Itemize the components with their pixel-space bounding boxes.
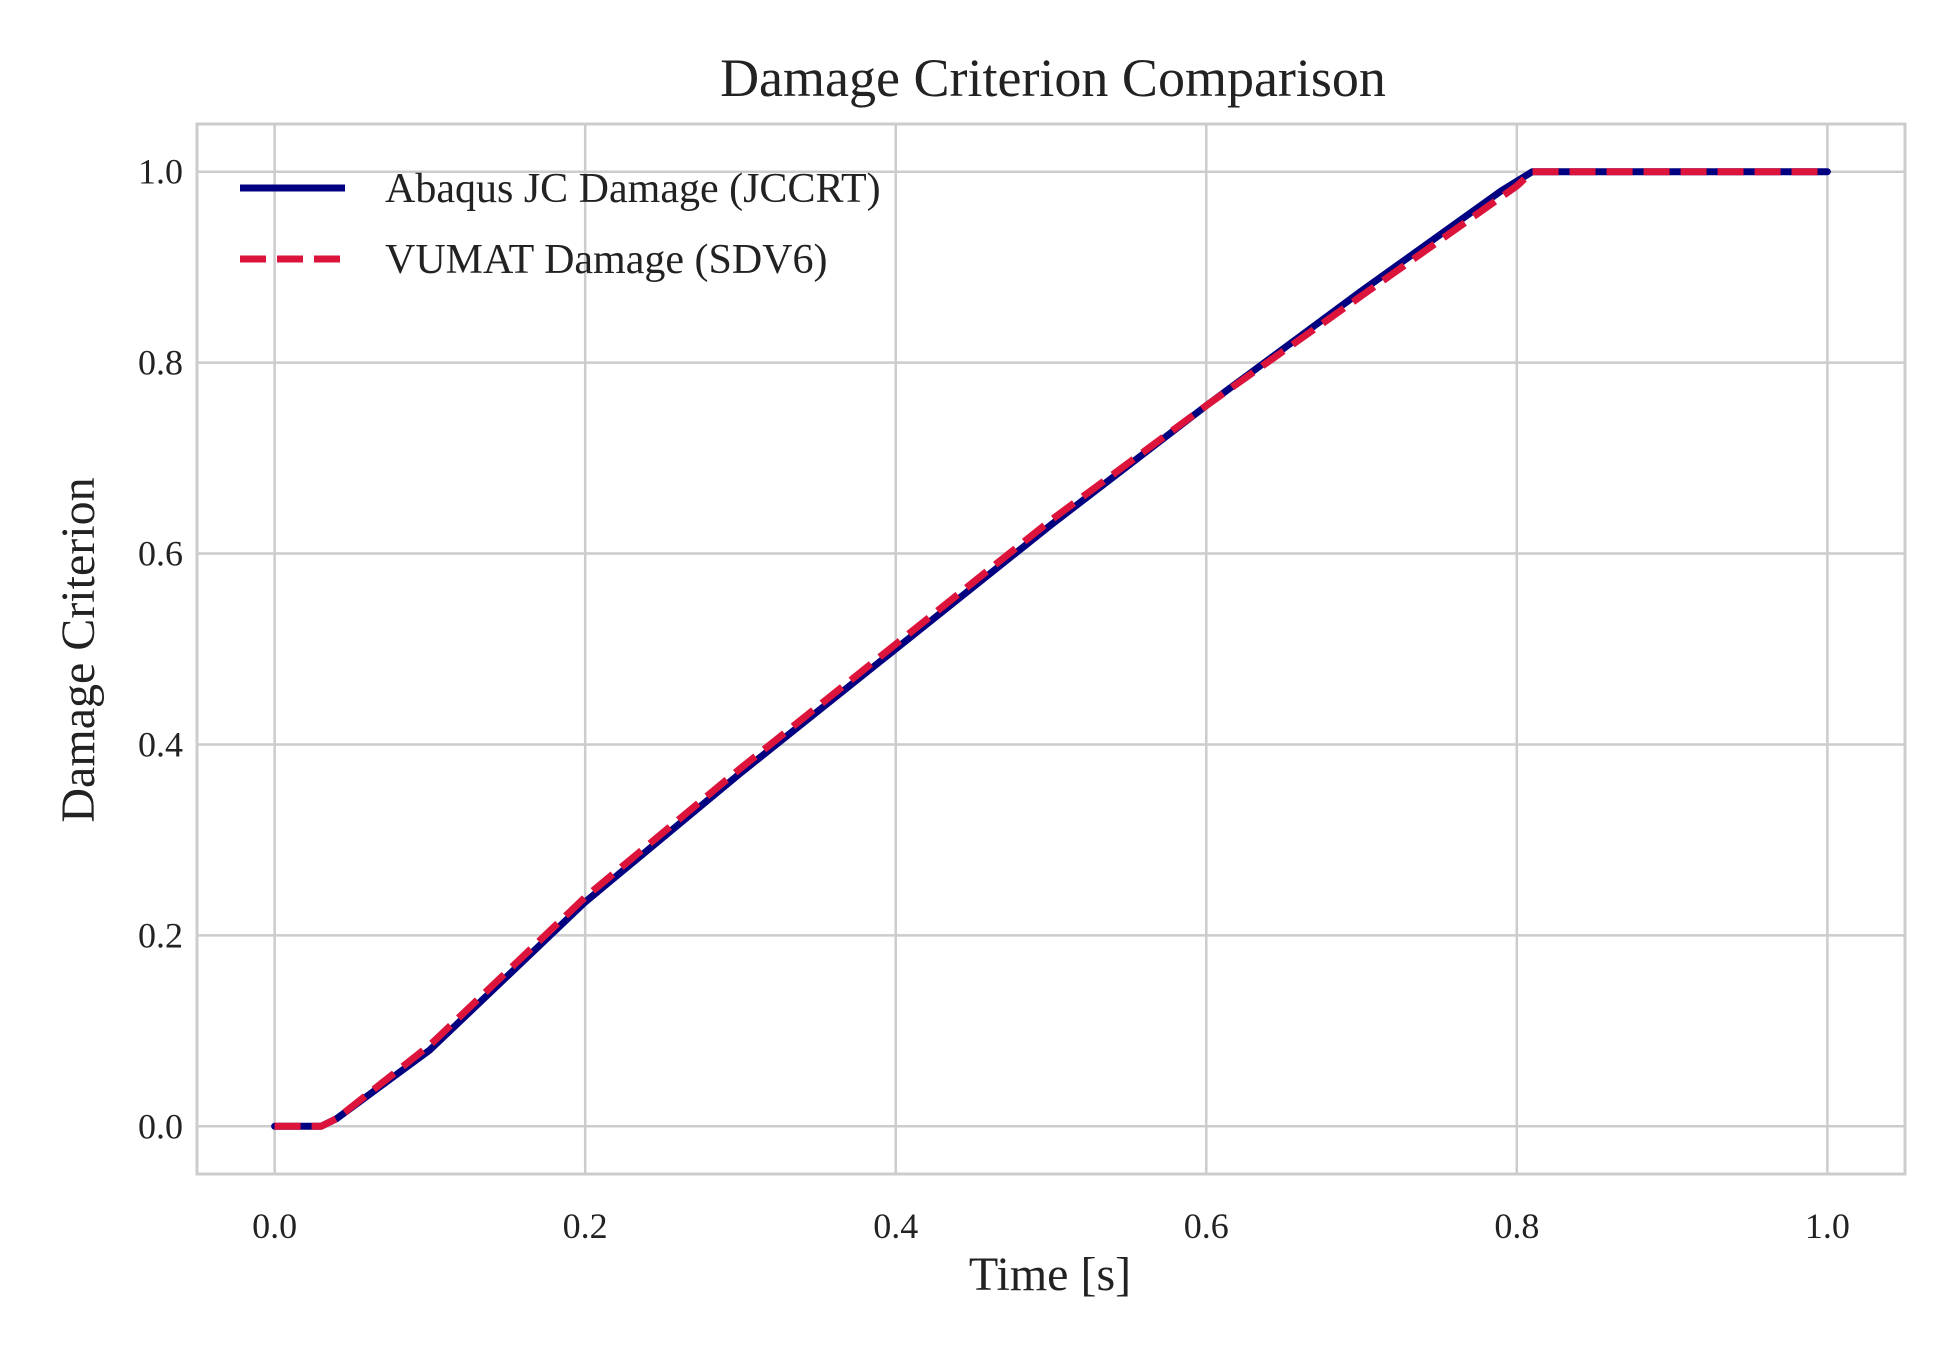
- y-tick-label: 0.6: [138, 534, 183, 574]
- x-tick-labels: 0.0 0.2 0.4 0.6 0.8 1.0: [252, 1206, 1850, 1246]
- y-tick-label: 1.0: [138, 152, 183, 192]
- x-tick-label: 1.0: [1805, 1206, 1850, 1246]
- series-group: [271, 168, 1831, 1130]
- abaqus-damage-line: [271, 168, 1831, 1130]
- y-axis-label: Damage Criterion: [52, 477, 105, 822]
- grid: [197, 124, 1905, 1174]
- plot-frame: [195, 122, 1907, 1176]
- legend-label: Abaqus JC Damage (JCCRT): [385, 166, 881, 212]
- legend: Abaqus JC Damage (JCCRT) VUMAT Damage (SD…: [240, 166, 881, 283]
- y-tick-label: 0.0: [138, 1106, 183, 1146]
- y-tick-label: 0.4: [138, 724, 183, 764]
- vumat-damage-line: [274, 168, 1828, 1130]
- x-tick-label: 0.4: [873, 1206, 918, 1246]
- x-axis-label: Time [s]: [969, 1248, 1131, 1301]
- y-tick-label: 0.2: [138, 915, 183, 955]
- x-tick-label: 0.6: [1184, 1206, 1229, 1246]
- y-tick-labels: 0.0 0.2 0.4 0.6 0.8 1.0: [138, 152, 183, 1147]
- x-tick-label: 0.0: [252, 1206, 297, 1246]
- x-tick-label: 0.2: [563, 1206, 608, 1246]
- y-tick-label: 0.8: [138, 343, 183, 383]
- legend-label: VUMAT Damage (SDV6): [385, 237, 828, 283]
- x-tick-label: 0.8: [1494, 1206, 1539, 1246]
- chart-title: Damage Criterion Comparison: [720, 48, 1386, 108]
